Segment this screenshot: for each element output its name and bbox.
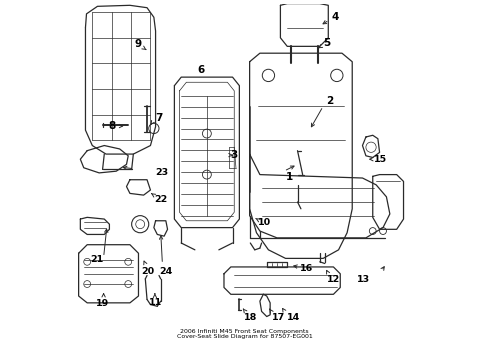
Text: 2006 Infiniti M45 Front Seat Components
Cover-Seat Slide Diagram for 87507-EG001: 2006 Infiniti M45 Front Seat Components …	[176, 329, 312, 339]
Text: 14: 14	[286, 313, 299, 322]
Text: 8: 8	[108, 121, 115, 131]
Text: 5: 5	[323, 38, 330, 48]
Text: 9: 9	[135, 39, 142, 49]
Text: 18: 18	[244, 313, 257, 322]
Text: 4: 4	[331, 12, 338, 22]
Text: 3: 3	[229, 150, 237, 160]
Text: 10: 10	[257, 218, 270, 227]
Text: 24: 24	[159, 266, 172, 275]
Text: 13: 13	[356, 275, 369, 284]
Text: 2: 2	[325, 96, 333, 106]
Text: 15: 15	[373, 155, 386, 164]
Text: 11: 11	[149, 298, 162, 307]
Text: 6: 6	[197, 65, 204, 75]
Text: 16: 16	[300, 264, 313, 273]
Text: 19: 19	[96, 300, 109, 309]
Text: 17: 17	[272, 313, 285, 322]
Text: 1: 1	[285, 172, 292, 182]
Text: 20: 20	[141, 266, 154, 275]
Text: 23: 23	[155, 168, 168, 177]
Text: 7: 7	[155, 113, 163, 123]
Text: 12: 12	[326, 275, 339, 284]
Text: 21: 21	[90, 255, 103, 264]
Text: 22: 22	[154, 195, 167, 204]
